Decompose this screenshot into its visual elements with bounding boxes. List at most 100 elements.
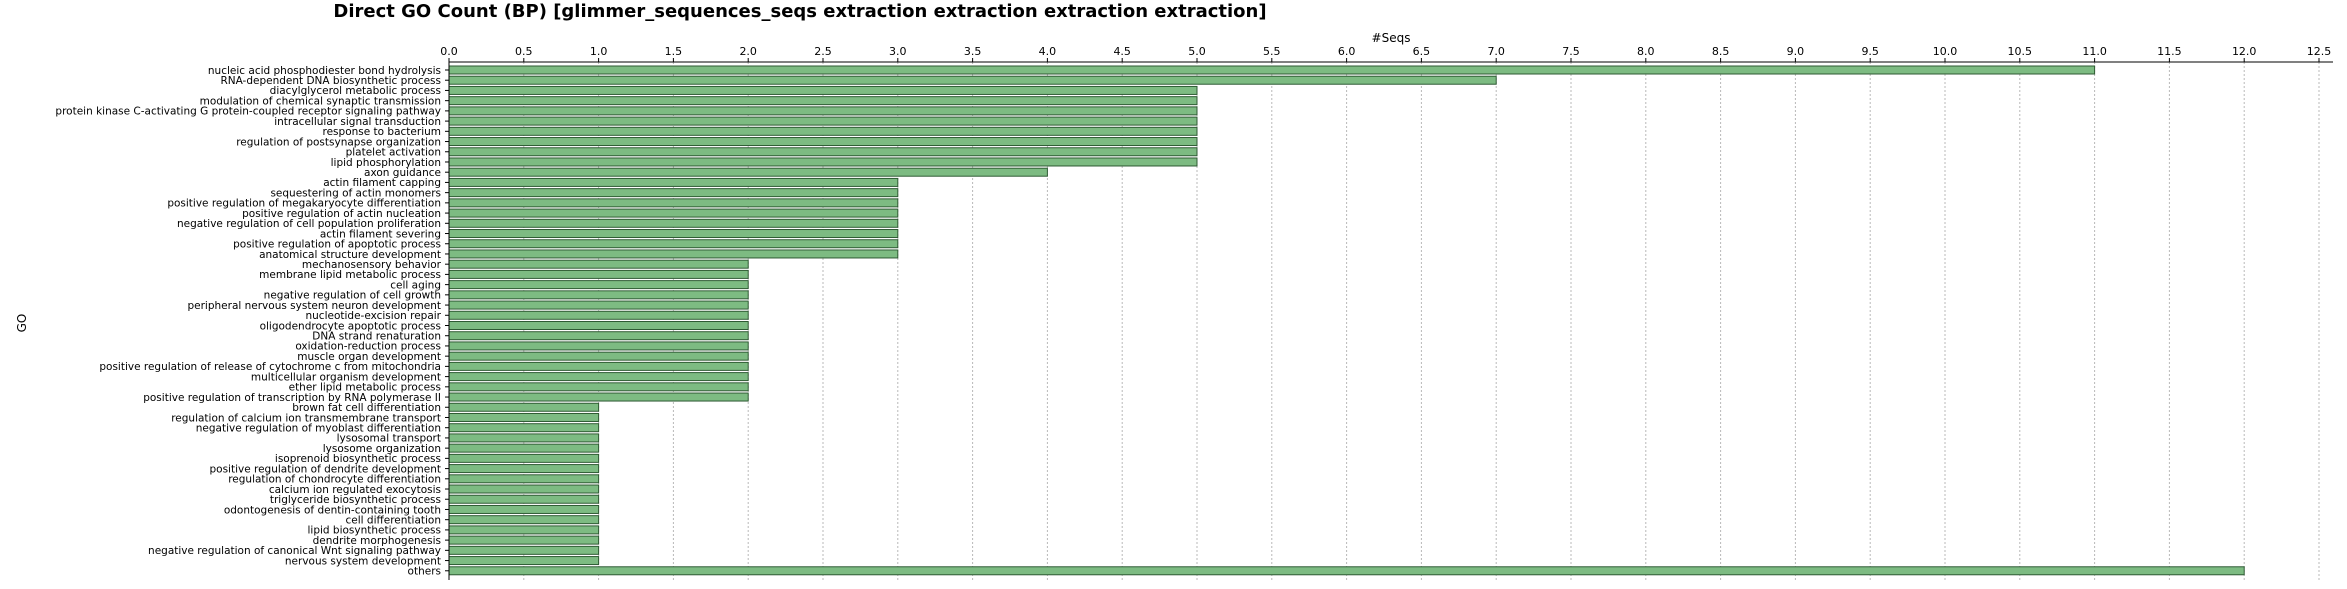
bar — [448, 269, 749, 279]
bar — [448, 167, 1048, 177]
category-label: diacylglycerol metabolic process — [270, 85, 441, 97]
category-label: nucleotide-excision repair — [305, 310, 441, 322]
bar — [448, 290, 749, 300]
bar — [448, 515, 600, 525]
bar — [448, 310, 749, 320]
bar — [448, 525, 600, 535]
x-tick-label: 6.0 — [1338, 45, 1356, 58]
x-tick-label: 0.0 — [440, 45, 458, 58]
category-label: muscle organ development — [297, 351, 441, 363]
x-axis: 0.0 0.5 1.0 1.5 2.0 2.5 3.0 3.5 4.0 4.5 5.0 5.5 6.0 6… — [440, 45, 2333, 63]
category-label: positive regulation of dendrite developm… — [209, 463, 441, 475]
bar — [448, 208, 899, 218]
x-tick-label: 11.0 — [2082, 45, 2107, 58]
category-label: lipid biosynthetic process — [308, 525, 442, 537]
bar — [448, 331, 749, 341]
category-label: multicellular organism development — [251, 371, 441, 383]
bar — [448, 484, 600, 494]
bars — [448, 65, 2245, 576]
bar — [448, 464, 600, 474]
category-label: peripheral nervous system neuron develop… — [187, 300, 441, 312]
y-axis: nucleic acid phosphodiester bond hydroly… — [55, 62, 450, 580]
x-tick-label: 8.0 — [1637, 45, 1655, 58]
bar — [448, 321, 749, 330]
category-label: actin filament capping — [323, 177, 441, 189]
category-label: membrane lipid metabolic process — [259, 269, 441, 281]
category-label: isoprenoid biosynthetic process — [275, 453, 441, 465]
category-label: lysosomal transport — [337, 433, 441, 445]
category-label: DNA strand renaturation — [312, 331, 441, 343]
category-label: lipid phosphorylation — [331, 157, 441, 169]
bar — [448, 474, 600, 484]
category-label: others — [408, 566, 441, 578]
x-tick-label: 9.5 — [1861, 45, 1879, 58]
x-tick-label: 0.5 — [515, 45, 533, 58]
x-tick-label: 11.5 — [2157, 45, 2182, 58]
bar — [448, 412, 600, 422]
category-label: platelet activation — [346, 147, 441, 159]
category-label: positive regulation of release of cytoch… — [99, 361, 441, 373]
category-label: negative regulation of cell growth — [264, 290, 441, 302]
category-label: axon guidance — [364, 167, 441, 179]
category-label: nucleic acid phosphodiester bond hydroly… — [208, 65, 441, 77]
category-label: dendrite morphogenesis — [313, 535, 441, 547]
bar — [448, 535, 600, 545]
category-label: positive regulation of megakaryocyte dif… — [167, 198, 441, 210]
bar — [448, 341, 749, 351]
category-label: lysosome organization — [323, 443, 441, 455]
bar — [448, 392, 749, 402]
x-tick-label: 6.5 — [1413, 45, 1431, 58]
bar — [448, 361, 749, 371]
bar — [448, 126, 1198, 136]
category-label: brown fat cell differentiation — [292, 402, 441, 414]
bar — [448, 85, 1198, 95]
bar — [448, 402, 600, 412]
category-label: response to bacterium — [323, 126, 441, 138]
bar — [448, 504, 600, 514]
bar — [448, 443, 600, 453]
x-tick-label: 5.5 — [1263, 45, 1281, 58]
bar — [448, 198, 899, 208]
category-label: positive regulation of apoptotic process — [233, 239, 441, 251]
category-label: cell differentiation — [346, 514, 441, 526]
bar — [448, 494, 600, 504]
category-label: modulation of chemical synaptic transmis… — [200, 95, 441, 107]
category-label: ether lipid metabolic process — [289, 382, 441, 394]
x-tick-label: 10.5 — [2008, 45, 2033, 58]
x-tick-label: 3.5 — [964, 45, 982, 58]
bar — [448, 382, 749, 392]
bar — [448, 372, 749, 382]
x-tick-label: 5.0 — [1188, 45, 1206, 58]
bar — [448, 137, 1198, 147]
bar — [448, 218, 899, 228]
category-label: oxidation-reduction process — [295, 341, 441, 353]
bar — [448, 239, 899, 249]
x-tick-label: 10.0 — [1933, 45, 1958, 58]
category-label: intracellular signal transduction — [274, 116, 441, 128]
y-axis-title: GO — [15, 314, 29, 333]
bar — [448, 566, 2245, 576]
x-axis-title: #Seqs — [1372, 31, 1411, 45]
bar — [448, 351, 749, 361]
x-tick-label: 7.5 — [1562, 45, 1580, 58]
bar — [448, 453, 600, 463]
category-label: protein kinase C-activating G protein-co… — [55, 106, 441, 118]
category-label: anatomical structure development — [259, 249, 441, 261]
category-label: actin filament severing — [320, 228, 441, 240]
category-label: cell aging — [390, 279, 441, 291]
category-label: triglyceride biosynthetic process — [270, 494, 441, 506]
x-tick-label: 7.0 — [1487, 45, 1505, 58]
bar — [448, 423, 600, 433]
bar — [448, 433, 600, 443]
bar — [448, 106, 1198, 116]
bar — [448, 188, 899, 198]
category-label: negative regulation of myoblast differen… — [196, 423, 441, 435]
x-tick-label: 9.0 — [1787, 45, 1805, 58]
x-tick-label: 1.5 — [665, 45, 683, 58]
category-label: sequestering of actin monomers — [270, 187, 441, 199]
bar — [448, 177, 899, 187]
x-tick-label: 4.0 — [1039, 45, 1057, 58]
category-label: RNA-dependent DNA biosynthetic process — [220, 75, 441, 87]
category-label: positive regulation of actin nucleation — [242, 208, 441, 220]
